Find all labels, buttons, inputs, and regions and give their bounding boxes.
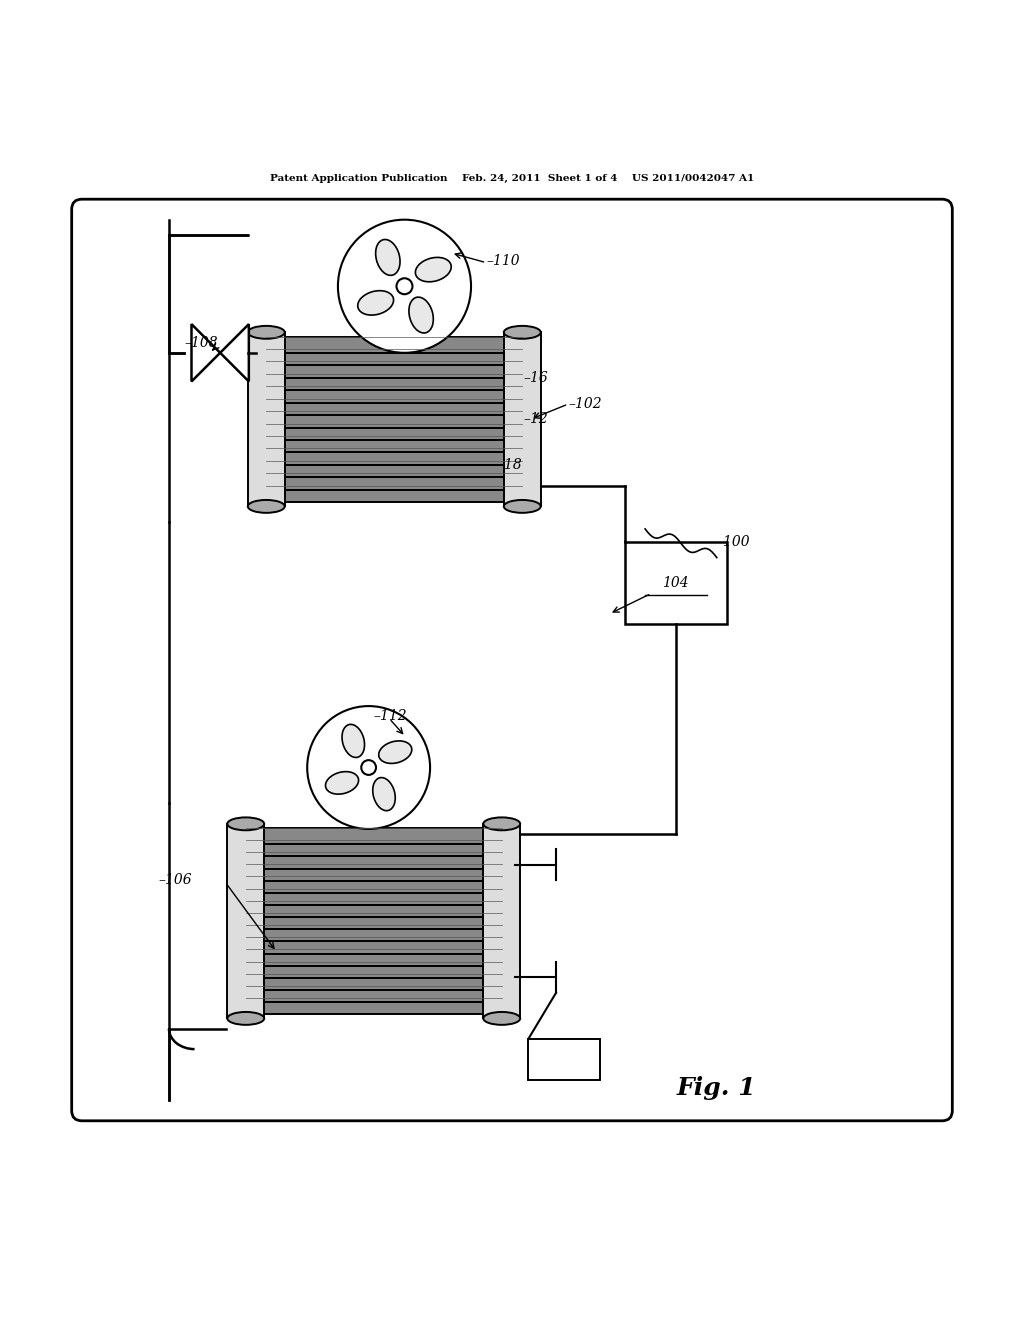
Bar bbox=[227, 824, 264, 1019]
Circle shape bbox=[338, 219, 471, 352]
Bar bbox=[266, 362, 522, 378]
Ellipse shape bbox=[504, 326, 541, 339]
Text: –16: –16 bbox=[523, 371, 548, 385]
Ellipse shape bbox=[227, 817, 264, 830]
Polygon shape bbox=[191, 325, 220, 381]
Bar bbox=[504, 333, 541, 507]
Bar bbox=[625, 543, 727, 624]
Bar bbox=[246, 986, 502, 1002]
Text: –112: –112 bbox=[374, 709, 408, 723]
Bar bbox=[266, 424, 522, 440]
Text: –108: –108 bbox=[184, 335, 218, 350]
Bar bbox=[266, 387, 522, 403]
Bar bbox=[528, 1039, 600, 1080]
Text: 104: 104 bbox=[663, 577, 689, 590]
Bar bbox=[246, 888, 502, 906]
Bar bbox=[246, 828, 502, 845]
Ellipse shape bbox=[326, 772, 358, 795]
Text: –106: –106 bbox=[159, 873, 193, 887]
Ellipse shape bbox=[342, 725, 365, 758]
Text: –18: –18 bbox=[498, 458, 522, 473]
Ellipse shape bbox=[376, 239, 400, 276]
Bar bbox=[246, 998, 502, 1015]
Circle shape bbox=[307, 706, 430, 829]
Bar bbox=[266, 449, 522, 465]
Ellipse shape bbox=[483, 817, 520, 830]
Ellipse shape bbox=[227, 1012, 264, 1024]
Text: –110: –110 bbox=[486, 253, 520, 268]
Ellipse shape bbox=[248, 326, 285, 339]
Bar bbox=[266, 436, 522, 453]
Bar bbox=[246, 900, 502, 917]
Bar bbox=[266, 399, 522, 414]
Bar bbox=[246, 949, 502, 966]
Text: Patent Application Publication    Feb. 24, 2011  Sheet 1 of 4    US 2011/0042047: Patent Application Publication Feb. 24, … bbox=[270, 174, 754, 182]
Bar bbox=[266, 348, 522, 366]
Bar bbox=[266, 486, 522, 502]
Text: –100: –100 bbox=[717, 535, 751, 549]
Bar bbox=[266, 411, 522, 428]
Bar bbox=[266, 461, 522, 478]
Polygon shape bbox=[220, 325, 249, 381]
Bar bbox=[266, 337, 522, 352]
Text: –102: –102 bbox=[568, 397, 602, 411]
Bar bbox=[266, 474, 522, 490]
Bar bbox=[246, 937, 502, 953]
Ellipse shape bbox=[483, 1012, 520, 1024]
Bar bbox=[246, 865, 502, 880]
Bar bbox=[246, 876, 502, 892]
Bar bbox=[246, 853, 502, 869]
Text: Fig. 1: Fig. 1 bbox=[677, 1076, 757, 1100]
Bar bbox=[246, 961, 502, 978]
Ellipse shape bbox=[379, 741, 412, 763]
Text: –12: –12 bbox=[523, 412, 548, 426]
Bar bbox=[248, 333, 285, 507]
Bar bbox=[246, 913, 502, 929]
Ellipse shape bbox=[504, 500, 541, 513]
Bar bbox=[266, 374, 522, 391]
Bar bbox=[246, 840, 502, 857]
Bar bbox=[246, 974, 502, 990]
Ellipse shape bbox=[357, 290, 393, 315]
Ellipse shape bbox=[409, 297, 433, 333]
FancyBboxPatch shape bbox=[72, 199, 952, 1121]
Circle shape bbox=[361, 760, 376, 775]
Bar bbox=[246, 925, 502, 941]
Ellipse shape bbox=[416, 257, 452, 281]
Ellipse shape bbox=[248, 500, 285, 513]
Ellipse shape bbox=[373, 777, 395, 810]
Circle shape bbox=[396, 279, 413, 294]
Bar bbox=[483, 824, 520, 1019]
